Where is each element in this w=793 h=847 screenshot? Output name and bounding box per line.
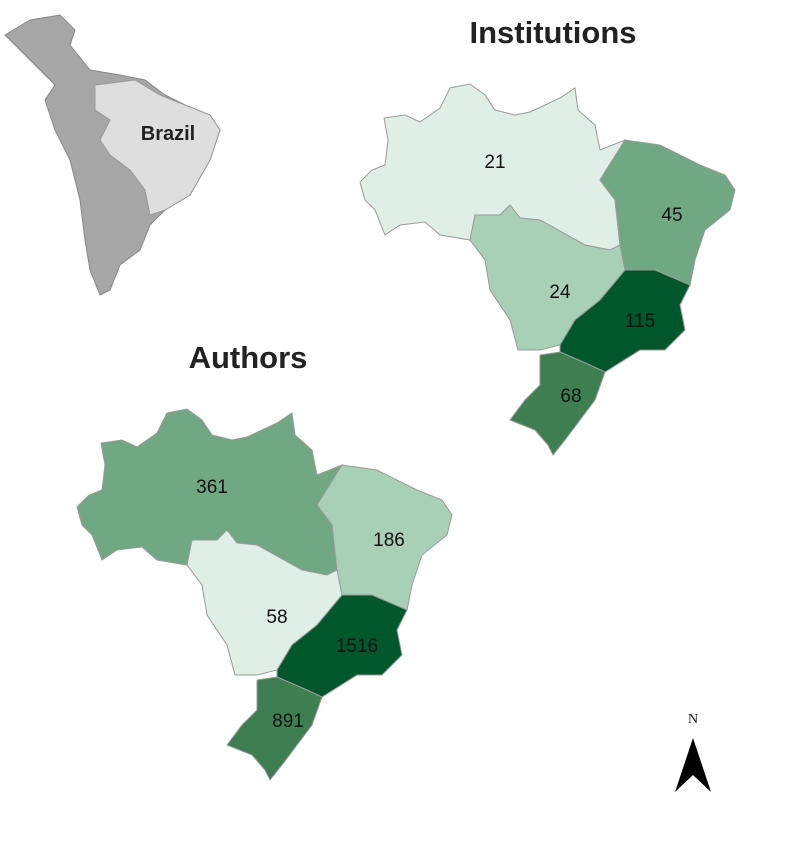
- region-value: 115: [625, 311, 655, 332]
- region: [276, 594, 408, 698]
- region: [359, 83, 627, 251]
- map-title: Authors: [189, 340, 308, 375]
- north-label: N: [688, 712, 698, 727]
- region: [509, 351, 606, 456]
- region-value: 24: [549, 282, 571, 303]
- region-value: 186: [373, 530, 405, 551]
- north-arrow: N: [675, 712, 711, 792]
- north-arrow-shape: [675, 738, 711, 792]
- region: [559, 269, 691, 373]
- region-value: 891: [272, 711, 304, 732]
- region: [226, 676, 323, 781]
- region-map: 361 186 58 1516 891: [76, 408, 453, 781]
- inset-label: Brazil: [141, 123, 195, 145]
- brazil-highlight: [94, 79, 221, 216]
- inset-map: Brazil: [4, 14, 221, 296]
- region-value: 1516: [336, 636, 378, 657]
- region-map: 21 45 24 115 68: [359, 83, 736, 456]
- region-value: 21: [484, 152, 505, 173]
- map-title: Institutions: [469, 15, 636, 50]
- region-value: 45: [661, 205, 682, 226]
- region-value: 58: [266, 607, 287, 628]
- region: [76, 408, 344, 576]
- region-value: 68: [560, 386, 581, 407]
- region-value: 361: [196, 477, 228, 498]
